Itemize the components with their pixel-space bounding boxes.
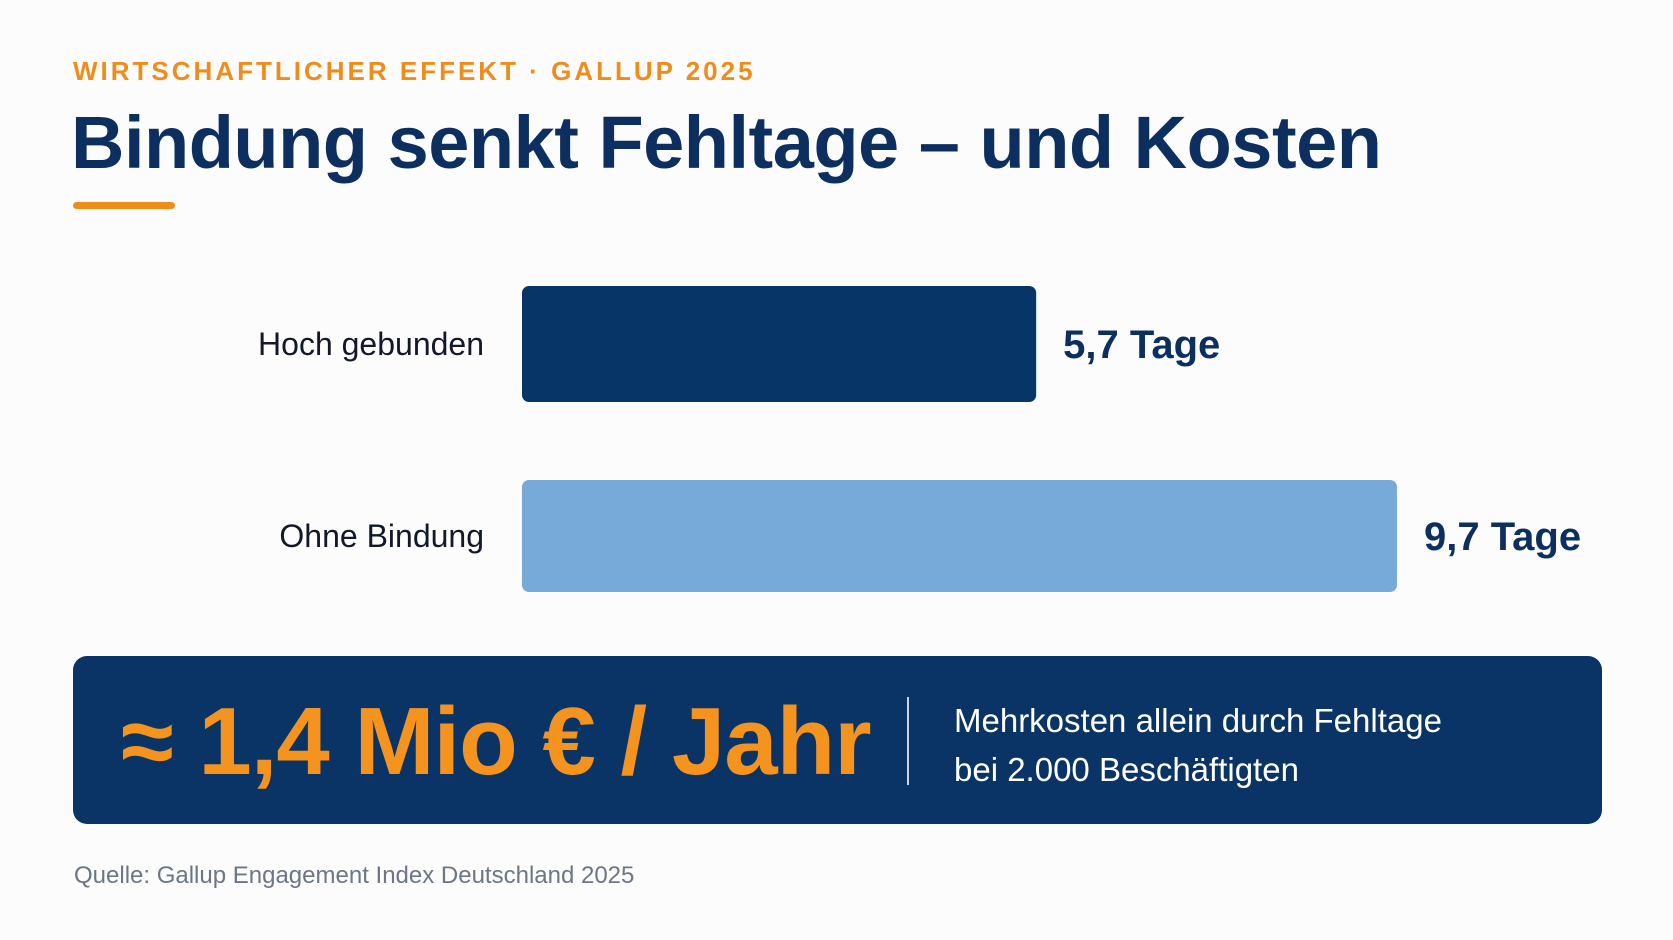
callout-divider	[907, 697, 909, 785]
cost-callout: ≈ 1,4 Mio € / Jahr Mehrkosten allein dur…	[73, 656, 1602, 824]
page-title: Bindung senkt Fehltage – und Kosten	[71, 101, 1382, 184]
bar-0	[522, 286, 1037, 402]
callout-line-2: bei 2.000 Beschäftigten	[954, 751, 1299, 788]
callout-line-1: Mehrkosten allein durch Fehltage	[954, 702, 1442, 739]
bar-1	[522, 480, 1397, 592]
bar-chart: Hoch gebunden 5,7 Tage Ohne Bindung 9,7 Tag…	[258, 286, 1581, 592]
source-note: Quelle: Gallup Engagement Index Deutschl…	[74, 862, 635, 889]
kicker-label: WIRTSCHAFTLICHER EFFEKT · GALLUP 2025	[73, 56, 756, 86]
callout-description: Mehrkosten allein durch Fehltage bei 2.0…	[954, 696, 1442, 794]
title-underline	[73, 202, 175, 209]
bar-value-label-1: 9,7 Tage	[1424, 515, 1581, 559]
bar-value-label-0: 5,7 Tage	[1063, 323, 1220, 367]
callout-headline: ≈ 1,4 Mio € / Jahr	[121, 688, 872, 795]
bar-label-1: Ohne Bindung	[279, 518, 484, 554]
bar-label-0: Hoch gebunden	[258, 326, 484, 362]
